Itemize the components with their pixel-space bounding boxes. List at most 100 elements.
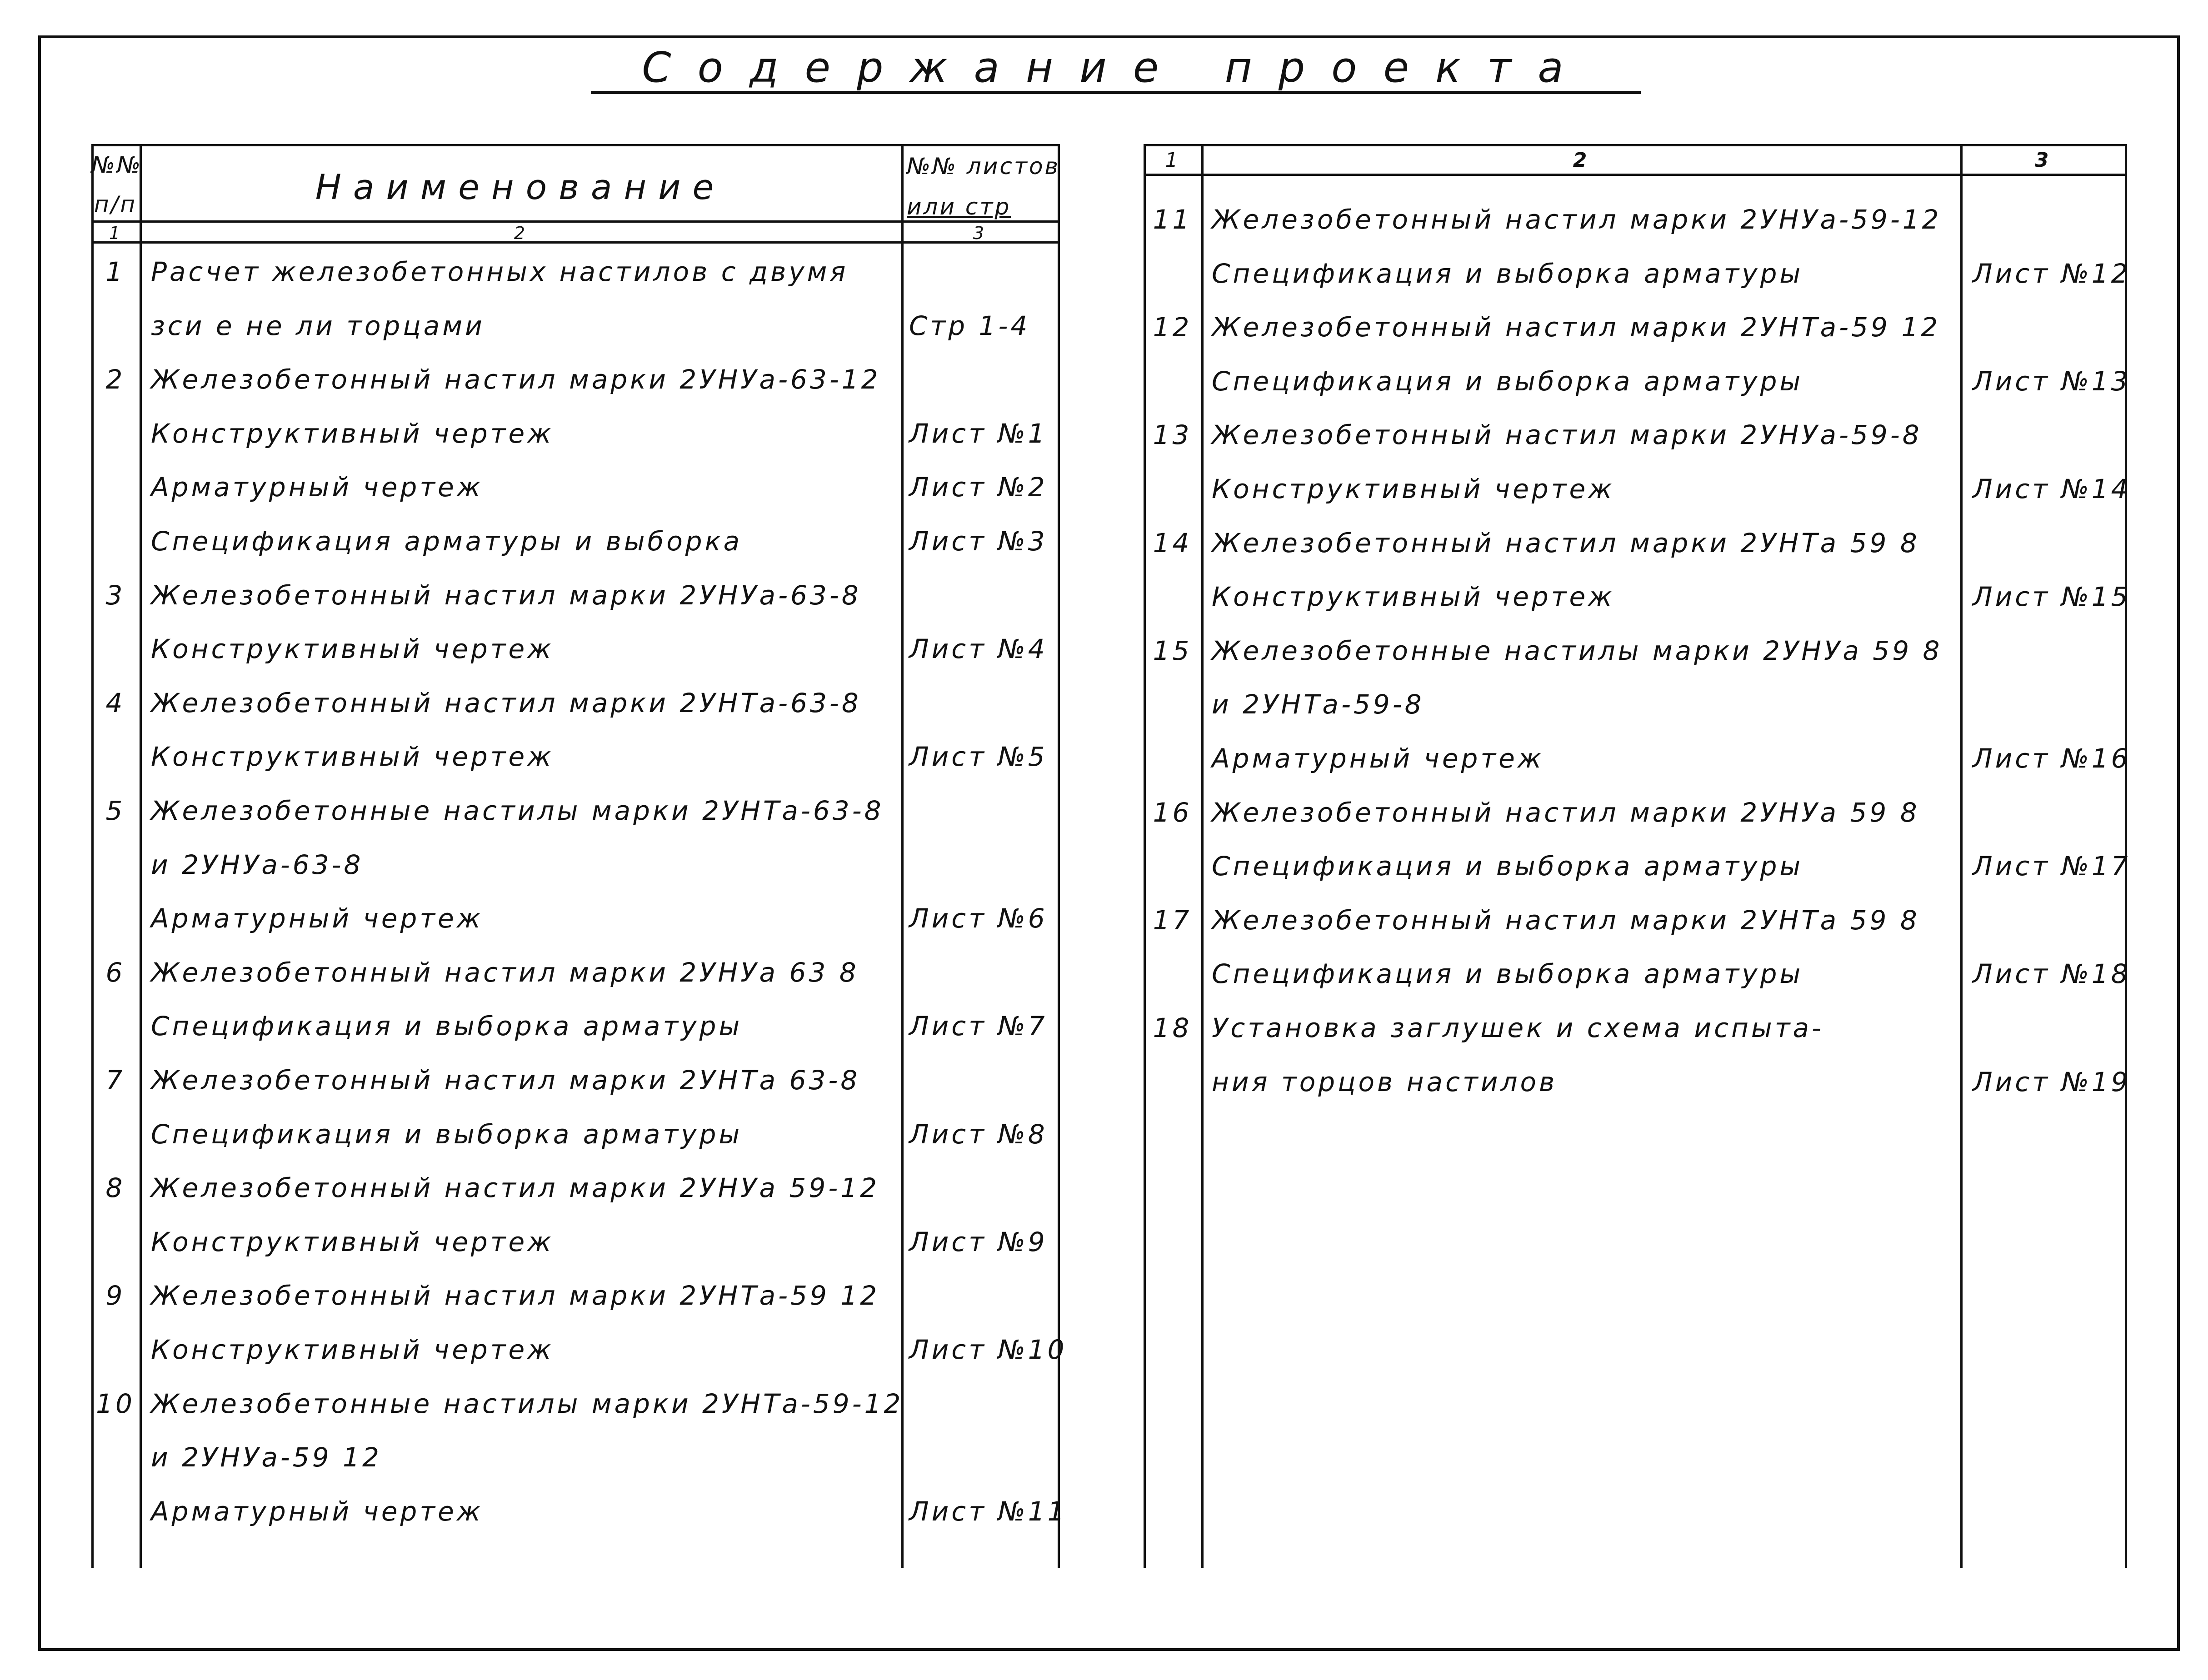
row-number: 2 bbox=[105, 364, 125, 395]
row-number: 11 bbox=[1153, 204, 1192, 235]
row-name: Железобетонные настилы марки 2УНТа-59-12 bbox=[151, 1388, 904, 1419]
row-number bbox=[91, 303, 140, 349]
row-name: Железобетонные настилы марки 2УНУа 59 8 bbox=[1212, 635, 1943, 666]
row-sheet: Лист №4 bbox=[909, 633, 1048, 665]
row-sheet: Лист №15 bbox=[1973, 581, 2131, 613]
header-col2: 2 bbox=[514, 223, 527, 243]
row-name: Спецификация и выборка арматуры bbox=[1212, 851, 1803, 882]
row-name: Конструктивный чертеж bbox=[151, 741, 554, 773]
row-name: Спецификация и выборка арматуры bbox=[151, 1118, 743, 1150]
row-name: Конструктивный чертеж bbox=[151, 1226, 554, 1257]
row-name: Железобетонный настил марки 2УНТа-59 12 bbox=[1212, 312, 1941, 343]
header-name: Наименование bbox=[315, 167, 726, 207]
right-table-header-line bbox=[1144, 174, 2127, 176]
row-sheet: Стр 1-4 bbox=[909, 310, 1030, 341]
row-name: Арматурный чертеж bbox=[151, 472, 484, 503]
row-sheet: Лист №14 bbox=[1973, 474, 2131, 504]
header-num-line1: №№ bbox=[91, 152, 143, 178]
row-number bbox=[1144, 843, 1201, 889]
row-number bbox=[1144, 736, 1201, 781]
row-number bbox=[91, 1327, 140, 1372]
row-number bbox=[1144, 574, 1201, 619]
row-name: Железобетонный настил марки 2УНТа 59 8 bbox=[1212, 904, 1920, 936]
row-number: 6 bbox=[105, 957, 125, 988]
row-number bbox=[91, 734, 140, 779]
row-name: Железобетонный настил марки 2УНУа-59-8 bbox=[1212, 419, 1922, 451]
right-table-top-line bbox=[1144, 144, 2127, 146]
left-table-col-line bbox=[901, 144, 904, 1568]
left-table-header-line bbox=[91, 220, 1059, 223]
row-name: зси е не ли торцами bbox=[151, 310, 485, 341]
row-sheet: Лист №2 bbox=[909, 472, 1048, 503]
row-name: Конструктивный чертеж bbox=[151, 633, 554, 665]
row-sheet: Лист №7 bbox=[909, 1011, 1048, 1042]
row-number bbox=[91, 1003, 140, 1049]
row-number bbox=[91, 1435, 140, 1480]
row-name: Железобетонный настил марки 2УНУа 59-12 bbox=[151, 1172, 880, 1204]
row-number bbox=[91, 896, 140, 941]
row-name: Железобетонный настил марки 2УНУа-63-8 bbox=[151, 579, 861, 611]
left-table-top-line bbox=[91, 144, 1059, 146]
row-number bbox=[91, 842, 140, 887]
row-number: 3 bbox=[105, 579, 125, 611]
row-name: Расчет железобетонных настилов с двумя bbox=[151, 256, 849, 287]
row-sheet: Лист №13 bbox=[1973, 365, 2131, 397]
row-sheet: Лист №18 bbox=[1973, 958, 2131, 990]
row-number bbox=[91, 1112, 140, 1157]
row-number: 16 bbox=[1153, 797, 1192, 828]
row-number bbox=[91, 518, 140, 564]
header-sheet-line1: №№ листов bbox=[907, 153, 1060, 179]
row-name: Конструктивный чертеж bbox=[1212, 474, 1615, 504]
header-col2: 2 bbox=[1573, 149, 1589, 172]
row-name: Железобетонный настил марки 2УНУа 59 8 bbox=[1212, 797, 1920, 828]
row-number: 15 bbox=[1153, 635, 1192, 666]
row-number bbox=[91, 626, 140, 672]
row-number bbox=[1144, 359, 1201, 404]
row-name: Железобетонный настил марки 2УНТа-63-8 bbox=[151, 687, 861, 718]
row-number: 8 bbox=[105, 1172, 125, 1204]
row-sheet: Лист №3 bbox=[909, 526, 1048, 557]
header-col3: 3 bbox=[973, 223, 986, 243]
row-name: Железобетонный настил марки 2УНТа-59 12 bbox=[151, 1280, 880, 1311]
left-table-col-line bbox=[1058, 144, 1060, 1568]
header-col1: 1 bbox=[1165, 149, 1180, 172]
row-name: и 2УНТа-59-8 bbox=[1212, 689, 1424, 720]
row-number: 9 bbox=[105, 1280, 125, 1311]
row-number bbox=[1144, 951, 1201, 997]
row-name: ния торцов настилов bbox=[1212, 1066, 1558, 1097]
row-name: Железобетонные настилы марки 2УНТа-63-8 bbox=[151, 795, 884, 826]
row-name: Спецификация арматуры и выборка bbox=[151, 526, 743, 557]
row-name: Конструктивный чертеж bbox=[151, 1334, 554, 1365]
row-number bbox=[91, 1219, 140, 1265]
row-name: Железобетонный настил марки 2УНТа 63-8 bbox=[151, 1065, 860, 1096]
row-name: Установка заглушек и схема испыта- bbox=[1212, 1012, 1824, 1043]
row-sheet: Лист №10 bbox=[909, 1334, 1067, 1365]
row-sheet: Лист №16 bbox=[1973, 743, 2131, 774]
right-table-col-line bbox=[1960, 144, 1963, 1568]
row-number: 13 bbox=[1153, 419, 1192, 451]
row-name: и 2УНУа-63-8 bbox=[151, 849, 364, 880]
row-number: 14 bbox=[1153, 527, 1192, 558]
left-table-col-line bbox=[91, 144, 94, 1568]
row-name: Железобетонный настил марки 2УНУа-63-12 bbox=[151, 364, 881, 395]
row-number bbox=[91, 411, 140, 456]
row-number bbox=[1144, 682, 1201, 727]
row-name: Конструктивный чертеж bbox=[151, 418, 554, 449]
row-number: 12 bbox=[1153, 312, 1192, 343]
row-sheet: Лист №6 bbox=[909, 903, 1048, 934]
row-sheet: Лист №12 bbox=[1973, 258, 2131, 289]
row-number: 17 bbox=[1153, 904, 1192, 936]
row-sheet: Лист №1 bbox=[909, 418, 1048, 449]
row-name: и 2УНУа-59 12 bbox=[151, 1442, 382, 1473]
row-sheet: Лист №5 bbox=[909, 741, 1048, 773]
right-table-col-line bbox=[1144, 144, 1146, 1568]
header-sheet-line2: или стр bbox=[907, 194, 1011, 220]
header-num-line2: п/п bbox=[94, 191, 137, 218]
row-number: 4 bbox=[105, 687, 125, 718]
header-col1: 1 bbox=[109, 223, 122, 243]
right-table-col-line bbox=[1201, 144, 1204, 1568]
title-underline bbox=[591, 91, 1641, 94]
row-sheet: Лист №8 bbox=[909, 1118, 1048, 1150]
drawing-frame bbox=[38, 35, 2180, 1651]
row-sheet: Лист №17 bbox=[1973, 851, 2131, 882]
